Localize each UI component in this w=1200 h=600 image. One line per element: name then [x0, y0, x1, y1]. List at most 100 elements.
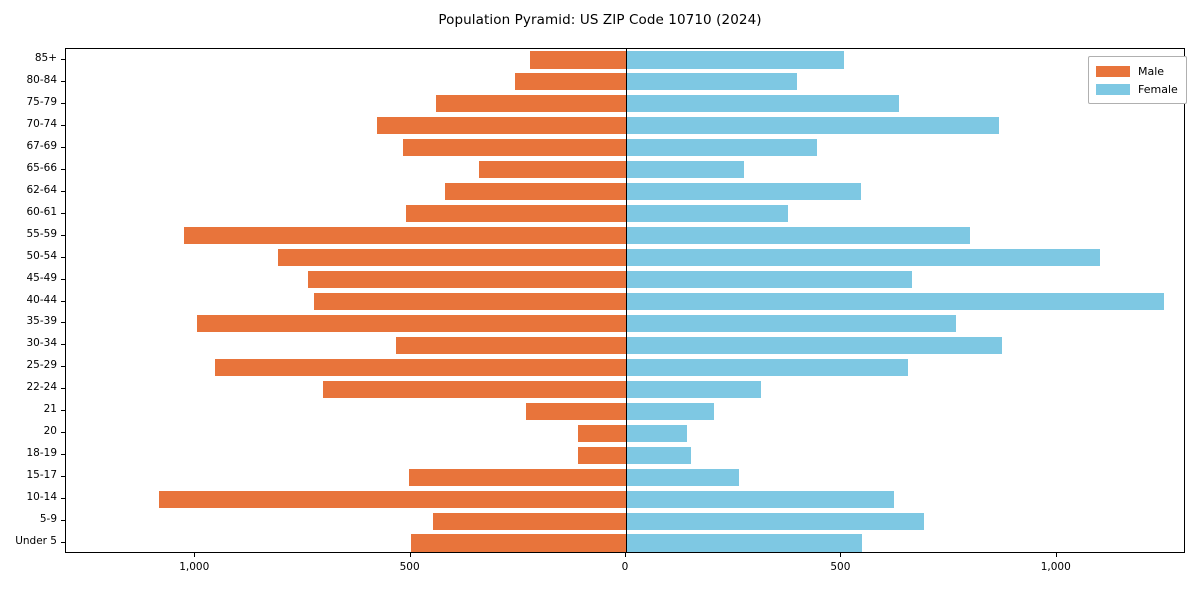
y-tick-mark [61, 476, 65, 478]
y-tick-mark [61, 344, 65, 346]
bar-female-20[interactable] [626, 424, 688, 442]
bar-row [66, 314, 1184, 333]
bar-female-10-14[interactable] [626, 490, 894, 508]
y-tick-label-under-5: Under 5 [15, 535, 57, 548]
bar-male-21[interactable] [525, 402, 626, 420]
y-tick-label-62-64: 62-64 [26, 183, 57, 196]
bar-row [66, 402, 1184, 420]
legend-item-male[interactable]: Male [1096, 62, 1178, 80]
bar-male-85-[interactable] [529, 51, 626, 69]
bar-row [66, 490, 1184, 508]
y-tick-mark [61, 454, 65, 456]
bar-row [66, 292, 1184, 311]
y-tick-mark [61, 300, 65, 302]
bar-row [66, 270, 1184, 289]
y-tick-mark [61, 388, 65, 390]
y-tick-mark [61, 234, 65, 236]
bar-female-35-39[interactable] [626, 314, 956, 333]
bar-female-70-74[interactable] [626, 117, 1000, 135]
bar-female-62-64[interactable] [626, 183, 861, 201]
bar-male-80-84[interactable] [514, 73, 626, 91]
y-tick-label-5-9: 5-9 [39, 513, 57, 526]
bar-row [66, 424, 1184, 442]
bar-female-40-44[interactable] [626, 292, 1165, 311]
bar-male-10-14[interactable] [158, 490, 626, 508]
y-tick-mark [61, 410, 65, 412]
bar-male-22-24[interactable] [323, 380, 626, 398]
bar-female-75-79[interactable] [626, 95, 900, 113]
bar-male-25-29[interactable] [215, 358, 626, 376]
legend-swatch-male-icon [1096, 65, 1130, 77]
y-tick-label-40-44: 40-44 [26, 293, 57, 306]
y-tick-label-15-17: 15-17 [26, 469, 57, 482]
x-tick-mark [409, 553, 411, 557]
y-tick-mark [61, 498, 65, 500]
x-tick-label: 0 [621, 561, 629, 573]
bar-male-50-54[interactable] [278, 249, 626, 267]
bar-female-60-61[interactable] [626, 205, 788, 223]
bar-female-22-24[interactable] [626, 380, 762, 398]
bar-male-75-79[interactable] [436, 95, 626, 113]
y-tick-mark [61, 124, 65, 126]
x-tick-label: 500 [830, 561, 851, 573]
x-tick-mark [840, 553, 842, 557]
chart-legend: Male Female [1088, 56, 1187, 104]
bar-male-67-69[interactable] [403, 139, 626, 157]
bar-female-85-[interactable] [626, 51, 844, 69]
bar-female-65-66[interactable] [626, 161, 745, 179]
bar-row [66, 512, 1184, 530]
bar-female-80-84[interactable] [626, 73, 797, 91]
bar-male-18-19[interactable] [577, 446, 626, 464]
bar-male-30-34[interactable] [396, 336, 626, 354]
bar-female-55-59[interactable] [626, 227, 970, 245]
y-tick-label-80-84: 80-84 [26, 73, 57, 86]
y-tick-label-21: 21 [43, 403, 57, 416]
chart-title: Population Pyramid: US ZIP Code 10710 (2… [438, 12, 762, 28]
bar-row [66, 51, 1184, 69]
y-tick-label-18-19: 18-19 [26, 447, 57, 460]
bar-male-40-44[interactable] [313, 292, 626, 311]
bar-row [66, 358, 1184, 376]
bar-row [66, 446, 1184, 464]
legend-label-female: Female [1138, 82, 1178, 96]
legend-item-female[interactable]: Female [1096, 80, 1178, 98]
bar-row [66, 380, 1184, 398]
bar-male-70-74[interactable] [376, 117, 626, 135]
bar-male-20[interactable] [577, 424, 626, 442]
bar-female-5-9[interactable] [626, 512, 925, 530]
y-tick-label-50-54: 50-54 [26, 249, 57, 262]
y-tick-label-45-49: 45-49 [26, 271, 57, 284]
bar-female-25-29[interactable] [626, 358, 908, 376]
bar-female-50-54[interactable] [626, 249, 1101, 267]
bar-row [66, 161, 1184, 179]
bar-male-60-61[interactable] [405, 205, 626, 223]
y-tick-label-60-61: 60-61 [26, 205, 57, 218]
bar-male-65-66[interactable] [479, 161, 626, 179]
bars-layer [66, 49, 1184, 552]
bar-female-21[interactable] [626, 402, 714, 420]
bar-female-45-49[interactable] [626, 270, 913, 289]
bar-female-15-17[interactable] [626, 468, 740, 486]
zero-axis-line [626, 49, 627, 552]
y-tick-label-20: 20 [43, 425, 57, 438]
bar-female-18-19[interactable] [626, 446, 692, 464]
bar-male-35-39[interactable] [197, 314, 626, 333]
bar-male-under-5[interactable] [411, 534, 626, 552]
x-tick-mark [625, 553, 626, 557]
bar-female-under-5[interactable] [626, 534, 863, 552]
bar-male-45-49[interactable] [307, 270, 626, 289]
bar-male-5-9[interactable] [433, 512, 626, 530]
y-tick-label-65-66: 65-66 [26, 161, 57, 174]
bar-male-15-17[interactable] [408, 468, 626, 486]
bar-row [66, 95, 1184, 113]
bar-female-67-69[interactable] [626, 139, 818, 157]
bar-female-30-34[interactable] [626, 336, 1003, 354]
bar-male-55-59[interactable] [183, 227, 626, 245]
y-tick-mark [61, 278, 65, 280]
y-tick-mark [61, 58, 65, 60]
plot-area [65, 48, 1185, 553]
bar-row [66, 117, 1184, 135]
bar-row [66, 336, 1184, 354]
bar-male-62-64[interactable] [444, 183, 626, 201]
